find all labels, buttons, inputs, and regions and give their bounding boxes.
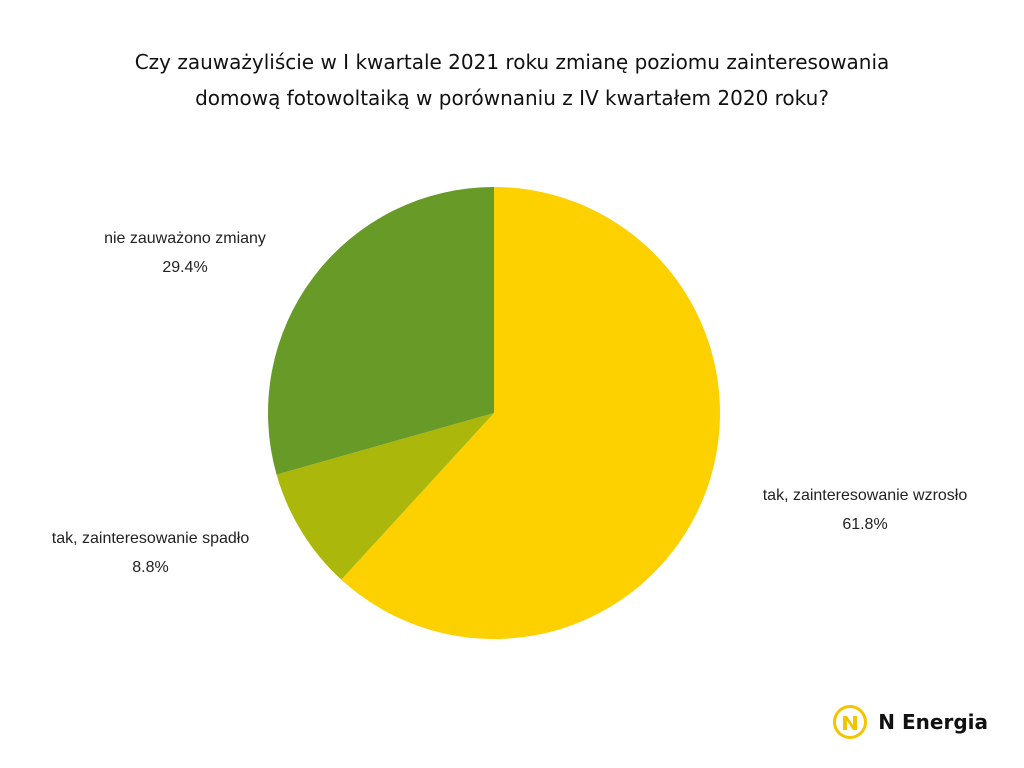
pie-slice-decreased (276, 413, 494, 580)
chart-title: Czy zauważyliście w I kwartale 2021 roku… (0, 44, 1024, 116)
slice-label-increased-text: tak, zainteresowanie wzrosło (762, 487, 968, 504)
chart-title-line-2: domową fotowoltaiką w porównaniu z IV kw… (195, 86, 829, 110)
pie-slice-no-change (268, 187, 494, 475)
n-energia-logo-icon (833, 705, 868, 739)
brand-logo: N Energia (832, 704, 988, 740)
slice-label-decreased-value: 8.8% (132, 559, 169, 576)
slice-label-no-change-value: 29.4% (162, 259, 208, 276)
slice-label-increased-value: 61.8% (842, 516, 888, 533)
chart-title-line-1: Czy zauważyliście w I kwartale 2021 roku… (134, 50, 890, 74)
slice-label-no-change: nie zauważono zmiany 29.4% (60, 224, 310, 282)
slice-label-no-change-text: nie zauważono zmiany (104, 230, 266, 247)
brand-name: N Energia (878, 710, 988, 734)
slice-label-decreased-text: tak, zainteresowanie spadło (51, 530, 250, 547)
slice-label-increased: tak, zainteresowanie wzrosło 61.8% (740, 481, 990, 539)
slice-label-decreased: tak, zainteresowanie spadło 8.8% (18, 524, 283, 582)
pie-slice-increased (341, 187, 720, 639)
